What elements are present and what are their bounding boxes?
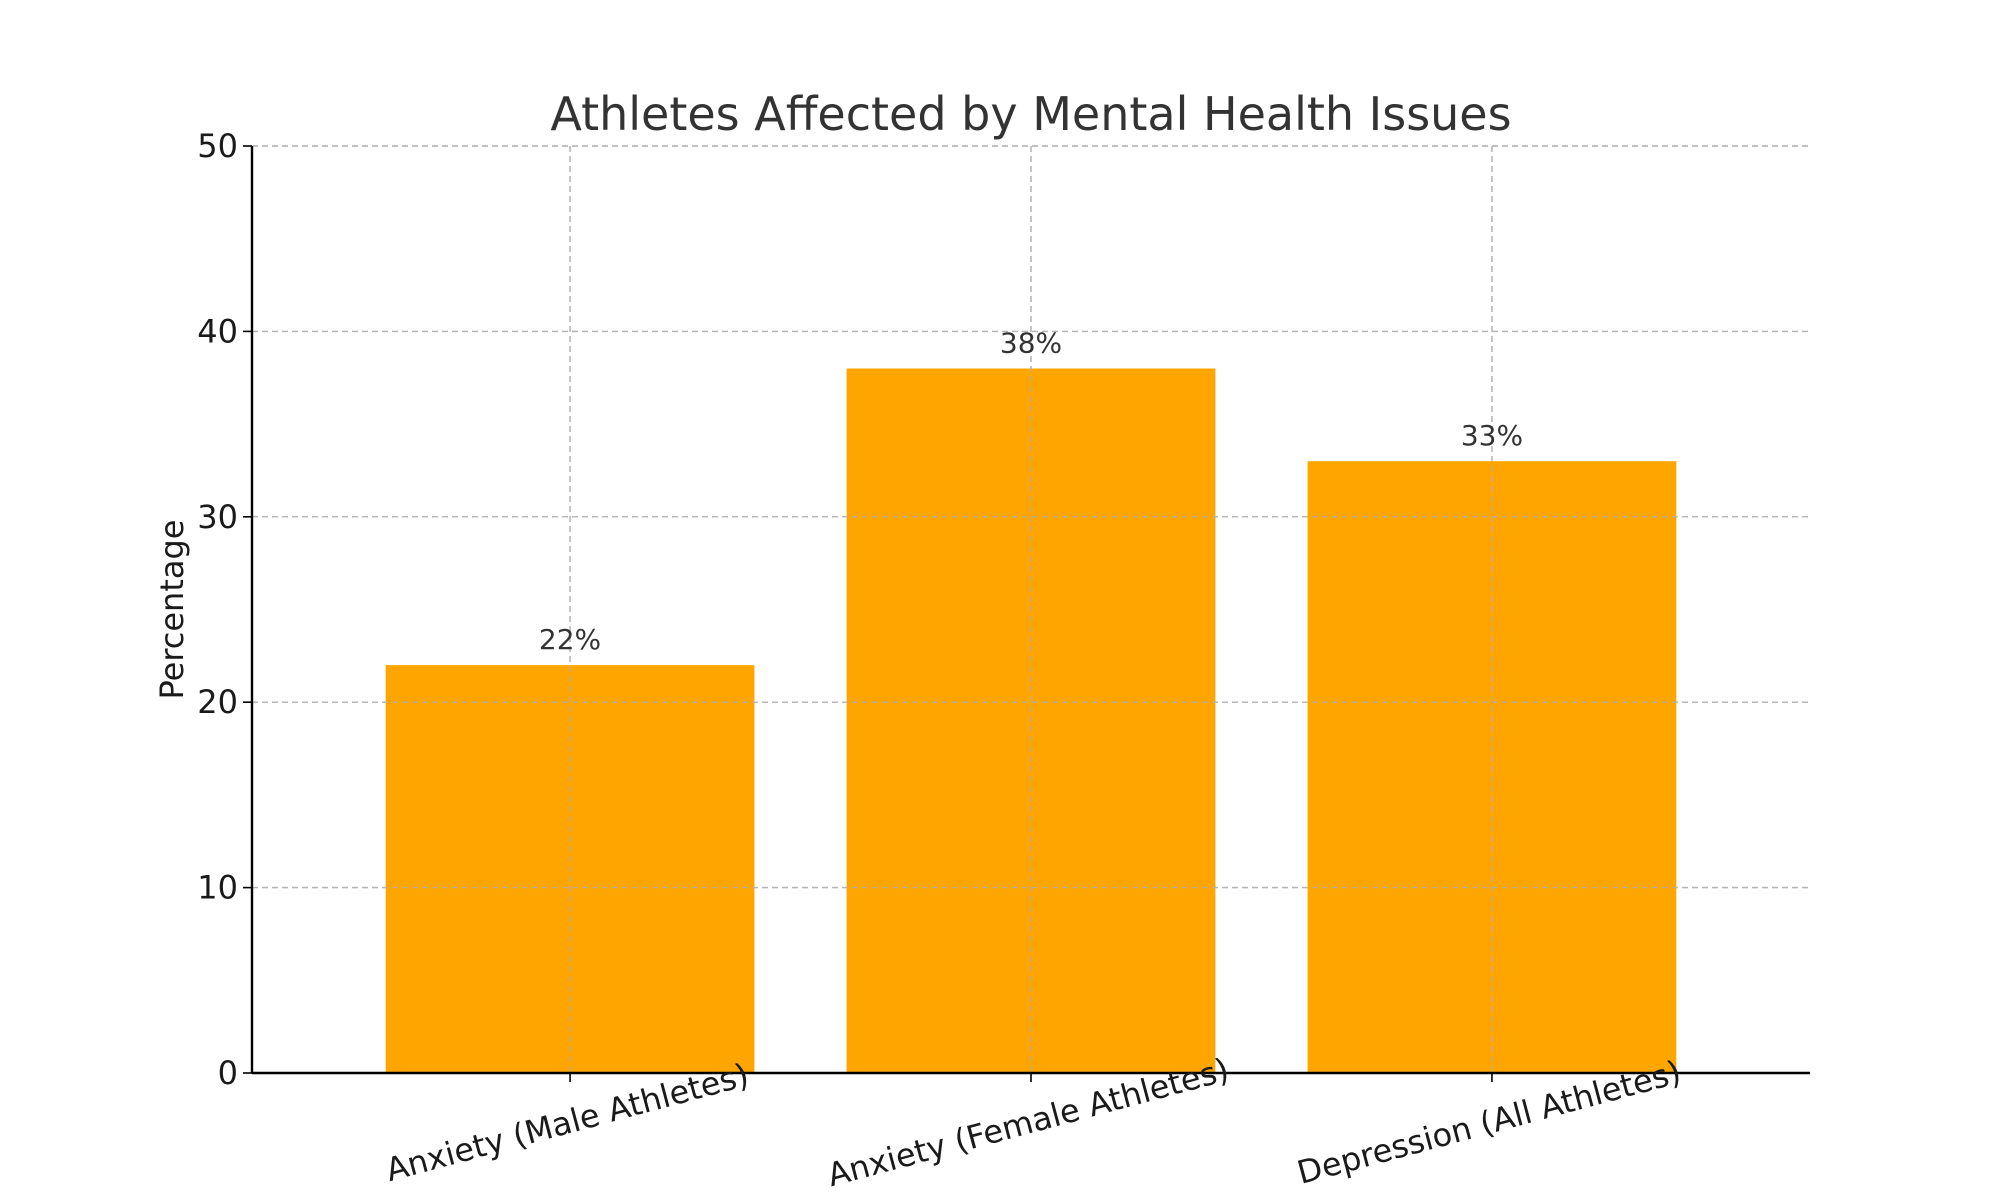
bar-value-label: 33% <box>1461 419 1523 452</box>
bar-value-label: 38% <box>1000 326 1062 359</box>
y-tick-label: 0 <box>218 1054 238 1092</box>
axes <box>243 145 1810 1082</box>
bars <box>252 145 1810 1074</box>
y-tick-label: 20 <box>197 683 238 721</box>
bar-value-label: 22% <box>539 623 601 656</box>
y-tick-label: 40 <box>197 312 238 350</box>
y-tick-label: 30 <box>197 498 238 536</box>
y-axis-title: Percentage <box>153 519 191 699</box>
y-tick-label: 10 <box>197 869 238 907</box>
chart-title: Athletes Affected by Mental Health Issue… <box>550 87 1511 141</box>
y-tick-label: 50 <box>197 127 238 165</box>
